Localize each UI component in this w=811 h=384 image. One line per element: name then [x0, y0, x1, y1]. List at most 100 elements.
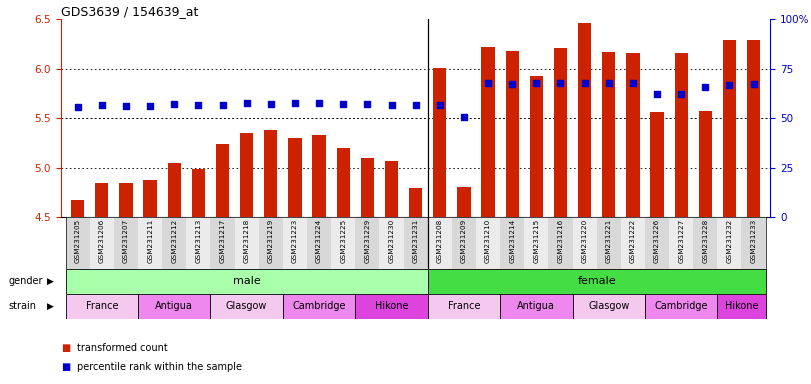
Point	[337, 101, 350, 107]
Point	[747, 81, 760, 88]
Point	[433, 102, 446, 108]
Bar	[427, 269, 766, 294]
Text: Hikone: Hikone	[725, 301, 758, 311]
Point	[650, 91, 663, 98]
Bar	[718, 294, 766, 319]
Bar	[741, 217, 766, 269]
Text: GSM231231: GSM231231	[413, 218, 418, 263]
Text: Cambridge: Cambridge	[654, 301, 708, 311]
Bar	[361, 158, 374, 217]
Point	[723, 83, 736, 89]
Bar	[482, 47, 495, 217]
Bar	[693, 217, 718, 269]
Text: ■: ■	[61, 362, 70, 372]
Text: ■: ■	[61, 343, 70, 353]
Text: GSM231224: GSM231224	[316, 218, 322, 263]
Text: GSM231229: GSM231229	[364, 218, 371, 263]
Bar	[66, 269, 427, 294]
Point	[240, 99, 253, 106]
Text: GSM231206: GSM231206	[99, 218, 105, 263]
Point	[675, 91, 688, 98]
Text: GSM231213: GSM231213	[195, 218, 201, 263]
Bar	[409, 188, 423, 217]
Bar	[114, 217, 138, 269]
Bar	[144, 180, 157, 217]
Text: GSM231220: GSM231220	[581, 218, 588, 263]
Bar	[337, 148, 350, 217]
Text: GSM231227: GSM231227	[678, 218, 684, 263]
Text: female: female	[577, 276, 616, 286]
Bar	[524, 217, 548, 269]
Text: GSM231221: GSM231221	[606, 218, 611, 263]
Point	[119, 103, 132, 109]
Text: France: France	[86, 301, 118, 311]
Point	[457, 114, 470, 120]
Bar	[307, 217, 331, 269]
Text: Glasgow: Glasgow	[588, 301, 629, 311]
Text: GSM231219: GSM231219	[268, 218, 274, 263]
Bar	[380, 217, 404, 269]
Point	[554, 80, 567, 86]
Text: Antigua: Antigua	[156, 301, 193, 311]
Text: GSM231233: GSM231233	[750, 218, 757, 263]
Point	[530, 80, 543, 86]
Bar	[505, 51, 519, 217]
Text: GSM231217: GSM231217	[220, 218, 225, 263]
Bar	[669, 217, 693, 269]
Bar	[355, 217, 380, 269]
Bar	[452, 217, 476, 269]
Text: France: France	[448, 301, 480, 311]
Point	[409, 102, 422, 108]
Bar	[211, 294, 283, 319]
Text: GSM231230: GSM231230	[388, 218, 394, 263]
Bar	[90, 217, 114, 269]
Bar	[385, 161, 398, 217]
Text: GSM231212: GSM231212	[171, 218, 178, 263]
Bar	[355, 294, 427, 319]
Bar	[578, 23, 591, 217]
Text: GSM231208: GSM231208	[437, 218, 443, 263]
Text: GSM231225: GSM231225	[341, 218, 346, 263]
Bar	[289, 138, 302, 217]
Text: ▶: ▶	[47, 301, 54, 311]
Bar	[71, 200, 84, 217]
Text: GSM231205: GSM231205	[75, 218, 81, 263]
Bar	[626, 53, 640, 217]
Point	[626, 80, 639, 86]
Bar	[95, 183, 109, 217]
Text: transformed count: transformed count	[77, 343, 168, 353]
Bar	[191, 169, 205, 217]
Bar	[675, 53, 688, 217]
Bar	[548, 217, 573, 269]
Bar	[138, 217, 162, 269]
Text: GSM231226: GSM231226	[654, 218, 660, 263]
Bar	[240, 133, 253, 217]
Text: Glasgow: Glasgow	[226, 301, 268, 311]
Bar	[698, 111, 712, 217]
Bar	[138, 294, 211, 319]
Bar	[331, 217, 355, 269]
Bar	[500, 217, 524, 269]
Bar	[162, 217, 187, 269]
Bar	[530, 76, 543, 217]
Text: GSM231210: GSM231210	[485, 218, 491, 263]
Bar	[747, 40, 760, 217]
Bar	[554, 48, 567, 217]
Text: GSM231223: GSM231223	[292, 218, 298, 263]
Bar	[216, 144, 230, 217]
Point	[506, 81, 519, 88]
Text: male: male	[233, 276, 260, 286]
Text: GSM231218: GSM231218	[243, 218, 250, 263]
Bar	[283, 294, 355, 319]
Bar	[457, 187, 470, 217]
Text: percentile rank within the sample: percentile rank within the sample	[77, 362, 242, 372]
Bar	[119, 183, 133, 217]
Text: Cambridge: Cambridge	[292, 301, 345, 311]
Point	[216, 102, 229, 108]
Point	[289, 100, 302, 106]
Text: GDS3639 / 154639_at: GDS3639 / 154639_at	[61, 5, 198, 18]
Text: GSM231222: GSM231222	[630, 218, 636, 263]
Bar	[602, 52, 616, 217]
Point	[361, 101, 374, 107]
Point	[192, 102, 205, 108]
